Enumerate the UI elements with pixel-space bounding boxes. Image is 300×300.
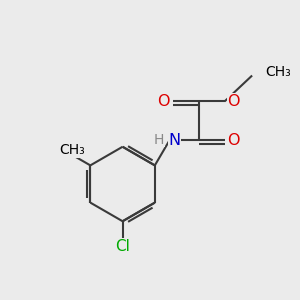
Text: Cl: Cl xyxy=(115,239,130,254)
Text: H: H xyxy=(154,133,164,147)
Text: N: N xyxy=(168,133,181,148)
Text: CH₃: CH₃ xyxy=(59,143,85,157)
Text: O: O xyxy=(158,94,170,109)
Text: O: O xyxy=(227,133,240,148)
Text: CH₃: CH₃ xyxy=(266,65,292,79)
Text: O: O xyxy=(227,94,240,109)
